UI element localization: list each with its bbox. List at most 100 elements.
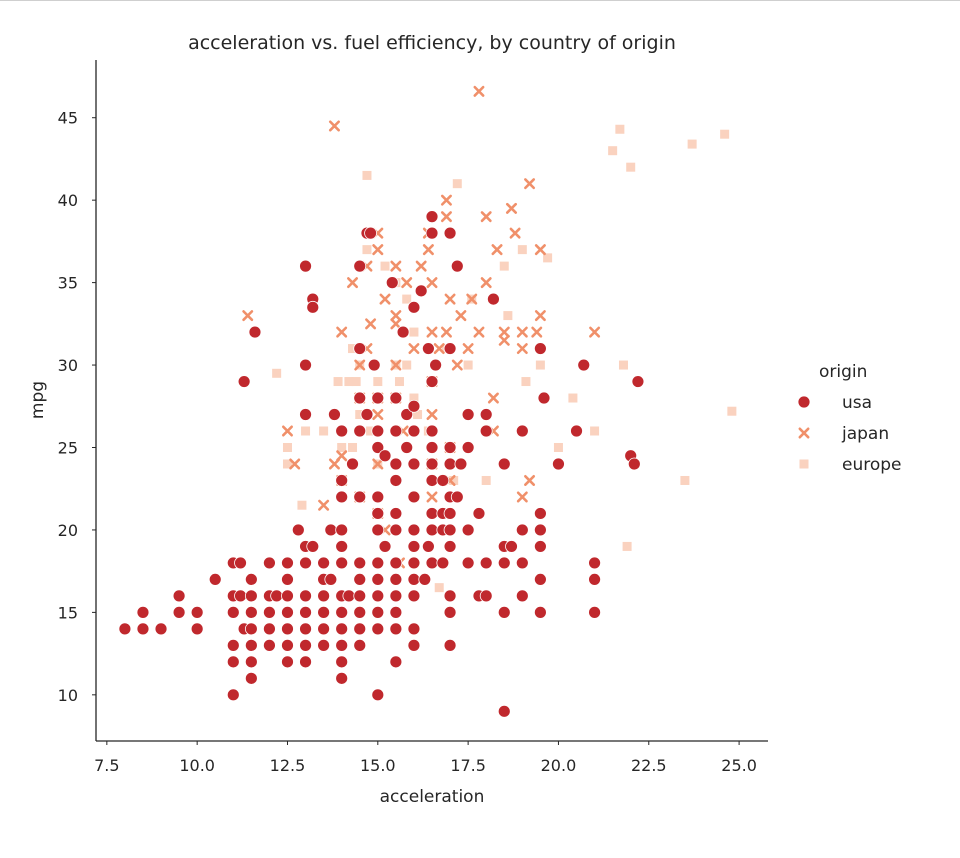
- point-japan: [390, 359, 402, 371]
- point-usa: [425, 226, 439, 240]
- point-usa: [515, 589, 529, 603]
- point-japan: [473, 85, 485, 97]
- point-usa: [389, 589, 403, 603]
- x-tick-label: 10.0: [179, 756, 215, 775]
- point-usa: [389, 655, 403, 669]
- point-japan: [354, 359, 366, 371]
- point-usa: [136, 605, 150, 619]
- point-usa: [425, 556, 439, 570]
- point-japan: [480, 211, 492, 223]
- point-usa: [425, 523, 439, 537]
- point-usa: [353, 605, 367, 619]
- point-usa: [118, 622, 132, 636]
- point-europe: [348, 344, 358, 354]
- y-tick-labels: 10 15 20 25 30 35 40 45: [58, 109, 96, 705]
- point-usa: [172, 589, 186, 603]
- legend-marker-usa: [797, 395, 811, 409]
- point-usa: [306, 300, 320, 314]
- point-usa: [226, 605, 240, 619]
- point-usa: [533, 523, 547, 537]
- point-usa: [299, 408, 312, 421]
- point-europe: [297, 500, 307, 510]
- point-usa: [436, 474, 450, 487]
- point-usa: [226, 688, 240, 702]
- point-europe: [615, 124, 625, 134]
- y-tick-label: 40: [58, 191, 78, 210]
- point-japan: [516, 491, 528, 503]
- point-japan: [491, 244, 503, 256]
- point-japan: [372, 244, 384, 256]
- point-japan: [336, 450, 348, 462]
- point-usa: [226, 655, 240, 669]
- x-tick-label: 17.5: [450, 756, 486, 775]
- point-usa: [244, 622, 258, 636]
- point-usa: [190, 622, 204, 636]
- point-usa: [497, 457, 511, 471]
- point-usa: [400, 408, 414, 421]
- point-usa: [396, 325, 410, 339]
- point-usa: [443, 342, 457, 355]
- point-japan: [466, 293, 478, 305]
- point-usa: [244, 573, 258, 586]
- point-usa: [299, 622, 312, 636]
- point-europe: [344, 377, 354, 387]
- y-axis-label: mpg: [28, 381, 48, 419]
- point-usa: [353, 391, 367, 405]
- point-europe: [394, 377, 404, 387]
- point-usa: [299, 638, 312, 652]
- point-usa: [281, 556, 294, 570]
- point-usa: [317, 638, 331, 652]
- point-usa: [627, 457, 641, 471]
- point-europe: [319, 426, 329, 436]
- point-usa: [407, 573, 421, 586]
- chart-title: acceleration vs. fuel efficiency, by cou…: [188, 32, 676, 54]
- point-usa: [335, 605, 349, 619]
- point-europe: [535, 360, 545, 370]
- point-usa: [407, 523, 421, 537]
- point-europe: [517, 245, 527, 255]
- point-usa: [577, 358, 591, 372]
- legend-title: origin: [819, 362, 867, 382]
- point-europe: [409, 393, 419, 403]
- point-usa: [248, 325, 262, 339]
- point-usa: [244, 589, 258, 603]
- point-usa: [317, 589, 331, 603]
- x-tick-label: 22.5: [631, 756, 667, 775]
- point-usa: [353, 589, 367, 603]
- point-europe: [503, 311, 513, 321]
- point-usa: [263, 638, 276, 652]
- point-usa: [281, 573, 294, 586]
- point-europe: [282, 459, 292, 469]
- point-usa: [371, 556, 385, 570]
- point-usa: [299, 259, 312, 273]
- point-japan: [426, 409, 438, 421]
- point-usa: [407, 399, 421, 413]
- point-usa: [226, 638, 240, 652]
- point-usa: [234, 556, 247, 570]
- point-usa: [533, 342, 547, 355]
- point-japan: [408, 343, 420, 355]
- point-usa: [443, 638, 457, 652]
- point-usa: [335, 523, 349, 537]
- point-japan: [328, 120, 340, 132]
- legend-label-japan: japan: [841, 424, 889, 444]
- point-europe: [481, 475, 491, 485]
- point-europe: [351, 377, 361, 387]
- point-europe: [402, 360, 412, 370]
- point-europe: [452, 179, 462, 189]
- legend-label-europe: europe: [842, 455, 902, 475]
- point-usa: [497, 704, 511, 718]
- point-usa: [335, 671, 349, 685]
- point-usa: [353, 342, 367, 355]
- point-usa: [389, 507, 403, 520]
- point-europe: [337, 442, 347, 452]
- point-usa: [425, 210, 439, 224]
- point-europe: [463, 360, 473, 370]
- point-usa: [346, 457, 359, 471]
- x-tick-labels: 7.5 10.0 12.5 15.0 17.5 20.0 22.5 25.0: [94, 741, 757, 775]
- point-usa: [353, 259, 367, 273]
- point-usa: [299, 358, 312, 372]
- point-usa: [443, 226, 457, 240]
- point-europe: [409, 327, 419, 337]
- point-japan: [422, 244, 434, 256]
